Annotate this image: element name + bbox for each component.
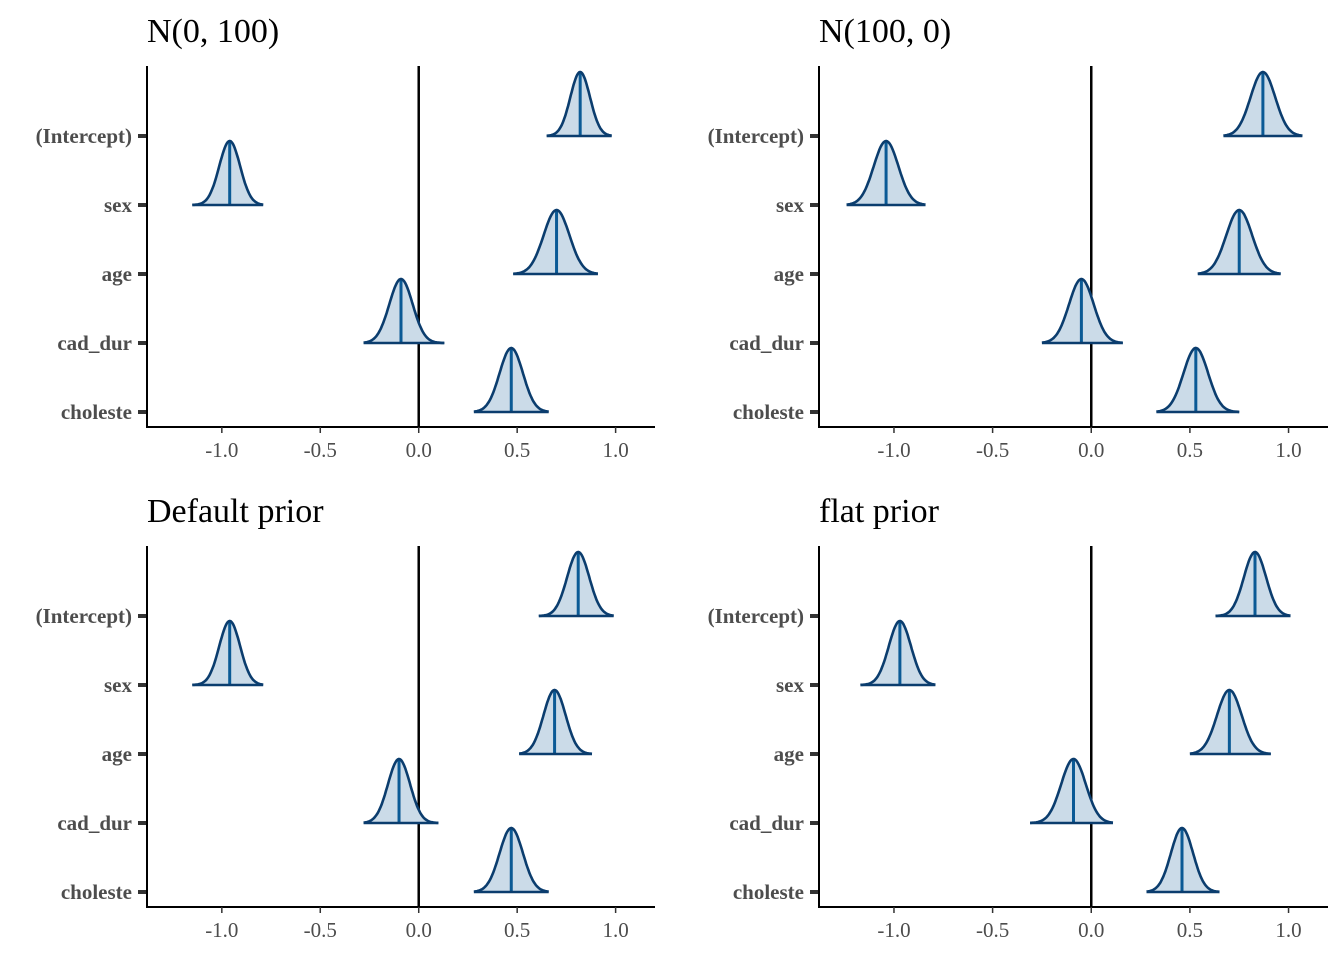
density-curve <box>538 550 614 618</box>
density-curve <box>192 619 264 687</box>
panel-1: N(0, 100) -1.0 -0.5 0.0 0.5 1.0 (Intercept) sex… <box>36 13 655 462</box>
x-tick-label: 0.5 <box>504 918 530 942</box>
density-curve <box>860 619 936 687</box>
x-tick-label: 1.0 <box>1275 438 1301 462</box>
panel-title: flat prior <box>819 493 940 530</box>
density-curve <box>1223 70 1303 137</box>
x-tick-label: 0.0 <box>406 438 432 462</box>
x-tick-label: 0.0 <box>406 918 432 942</box>
density-fill <box>538 552 614 616</box>
density-curve <box>473 826 549 893</box>
density-fill <box>860 621 936 685</box>
x-tick-label: -1.0 <box>205 918 238 942</box>
density-curve <box>1156 346 1240 414</box>
category-label: age <box>102 262 132 286</box>
x-tick-label: -1.0 <box>877 918 910 942</box>
panel-3: Default prior -1.0 -0.5 0.0 0.5 1.0 (Intercept… <box>36 493 655 942</box>
density-curve <box>846 139 926 206</box>
category-label: cad_dur <box>729 331 804 355</box>
density-curve <box>473 346 549 413</box>
density-curve <box>1029 757 1114 825</box>
density-curve <box>546 70 612 138</box>
density-fill <box>192 621 264 685</box>
category-label: sex <box>776 193 804 217</box>
category-label: age <box>102 742 132 766</box>
x-tick-label: 1.0 <box>602 918 628 942</box>
category-label: age <box>774 262 804 286</box>
density-fill <box>192 141 264 205</box>
category-label: choleste <box>733 400 804 424</box>
category-label: sex <box>104 673 132 697</box>
x-tick-label: 0.0 <box>1078 918 1104 942</box>
density-fill <box>363 759 439 823</box>
density-curve <box>518 688 593 756</box>
category-label: sex <box>104 193 132 217</box>
density-curve <box>1197 208 1281 275</box>
panel-2: N(100, 0) -1.0 -0.5 0.0 0.5 1.0 (Intercept) sex… <box>708 13 1328 462</box>
density-curve <box>1189 688 1271 756</box>
x-tick-label: -0.5 <box>304 438 337 462</box>
density-curve <box>192 139 264 207</box>
category-label: age <box>774 742 804 766</box>
density-curve <box>363 277 445 345</box>
x-tick-label: 0.5 <box>1177 918 1203 942</box>
x-tick-label: -0.5 <box>304 918 337 942</box>
panel-title: N(0, 100) <box>147 13 279 50</box>
x-tick-label: -0.5 <box>976 918 1009 942</box>
density-fill <box>363 279 445 343</box>
category-label: cad_dur <box>57 811 132 835</box>
category-label: choleste <box>61 400 132 424</box>
panel-4: flat prior -1.0 -0.5 0.0 0.5 1.0 (Intercept) se… <box>708 493 1328 942</box>
panel-title: N(100, 0) <box>819 13 951 50</box>
density-curve <box>1146 826 1220 894</box>
x-tick-label: 1.0 <box>1275 918 1301 942</box>
category-label: (Intercept) <box>36 124 132 148</box>
density-curve <box>1215 550 1291 618</box>
category-label: choleste <box>61 880 132 904</box>
x-tick-label: 0.0 <box>1078 438 1104 462</box>
density-curve <box>1041 277 1123 345</box>
density-fill <box>1030 759 1113 823</box>
category-label: (Intercept) <box>708 604 804 628</box>
density-fill <box>1215 552 1291 616</box>
x-tick-label: 0.5 <box>504 438 530 462</box>
category-label: (Intercept) <box>36 604 132 628</box>
category-label: cad_dur <box>57 331 132 355</box>
category-label: sex <box>776 673 804 697</box>
x-tick-label: -1.0 <box>877 438 910 462</box>
x-tick-label: -0.5 <box>976 438 1009 462</box>
category-label: (Intercept) <box>708 124 804 148</box>
x-tick-label: -1.0 <box>205 438 238 462</box>
x-tick-label: 1.0 <box>602 438 628 462</box>
category-label: choleste <box>733 880 804 904</box>
density-curve <box>363 757 439 825</box>
density-fill <box>1156 348 1240 412</box>
panel-title: Default prior <box>147 493 324 530</box>
x-tick-label: 0.5 <box>1177 438 1203 462</box>
density-curve <box>513 208 599 276</box>
category-label: cad_dur <box>729 811 804 835</box>
